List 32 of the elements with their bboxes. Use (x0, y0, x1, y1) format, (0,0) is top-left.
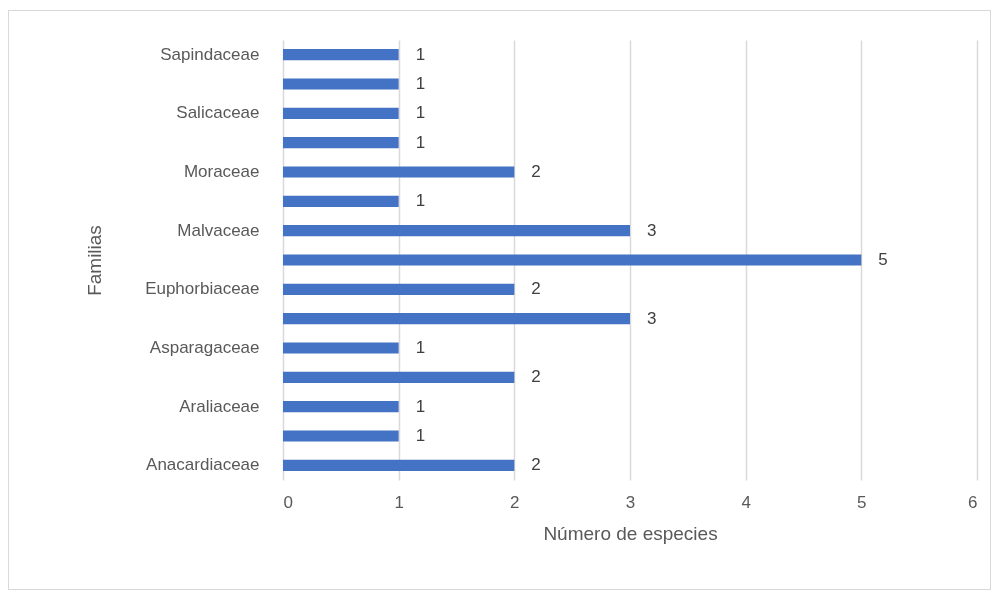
data-label: 5 (878, 250, 888, 269)
data-label: 2 (531, 367, 541, 387)
x-tick-label: 3 (625, 492, 636, 512)
data-label: 1 (415, 132, 426, 152)
data-label: 3 (647, 308, 657, 328)
y-tick-label: Moraceae (183, 162, 260, 181)
data-label: 2 (531, 279, 541, 299)
y-tick-label: Araliaceae (179, 396, 260, 416)
data-label: 1 (415, 426, 426, 445)
data-label: 1 (415, 44, 426, 64)
x-tick-label: 4 (741, 492, 751, 512)
x-tick-label: 6 (968, 492, 978, 512)
y-axis-title: Familias (84, 225, 106, 296)
data-label: 1 (415, 396, 426, 416)
y-tick-label: Salicaceae (176, 103, 260, 123)
x-tick-label: 1 (394, 492, 404, 512)
data-label: 1 (415, 191, 426, 211)
x-tick-label: 2 (510, 492, 520, 512)
y-tick-label: Sapindaceae (160, 44, 260, 64)
data-label: 2 (531, 162, 541, 181)
y-tick-label: Euphorbiaceae (145, 279, 260, 299)
x-tick-label: 0 (283, 492, 293, 512)
data-label: 2 (531, 455, 541, 475)
data-label: 1 (415, 338, 426, 357)
y-tick-label: Malvaceae (177, 220, 260, 240)
y-tick-label: Asparagaceae (149, 338, 260, 357)
data-label: 3 (647, 220, 657, 240)
x-tick-label: 5 (857, 492, 867, 512)
y-tick-label: Anacardiaceae (146, 455, 260, 475)
data-label: 1 (415, 103, 426, 123)
data-label: 1 (415, 74, 426, 93)
x-axis-title: Número de especies (543, 522, 718, 544)
